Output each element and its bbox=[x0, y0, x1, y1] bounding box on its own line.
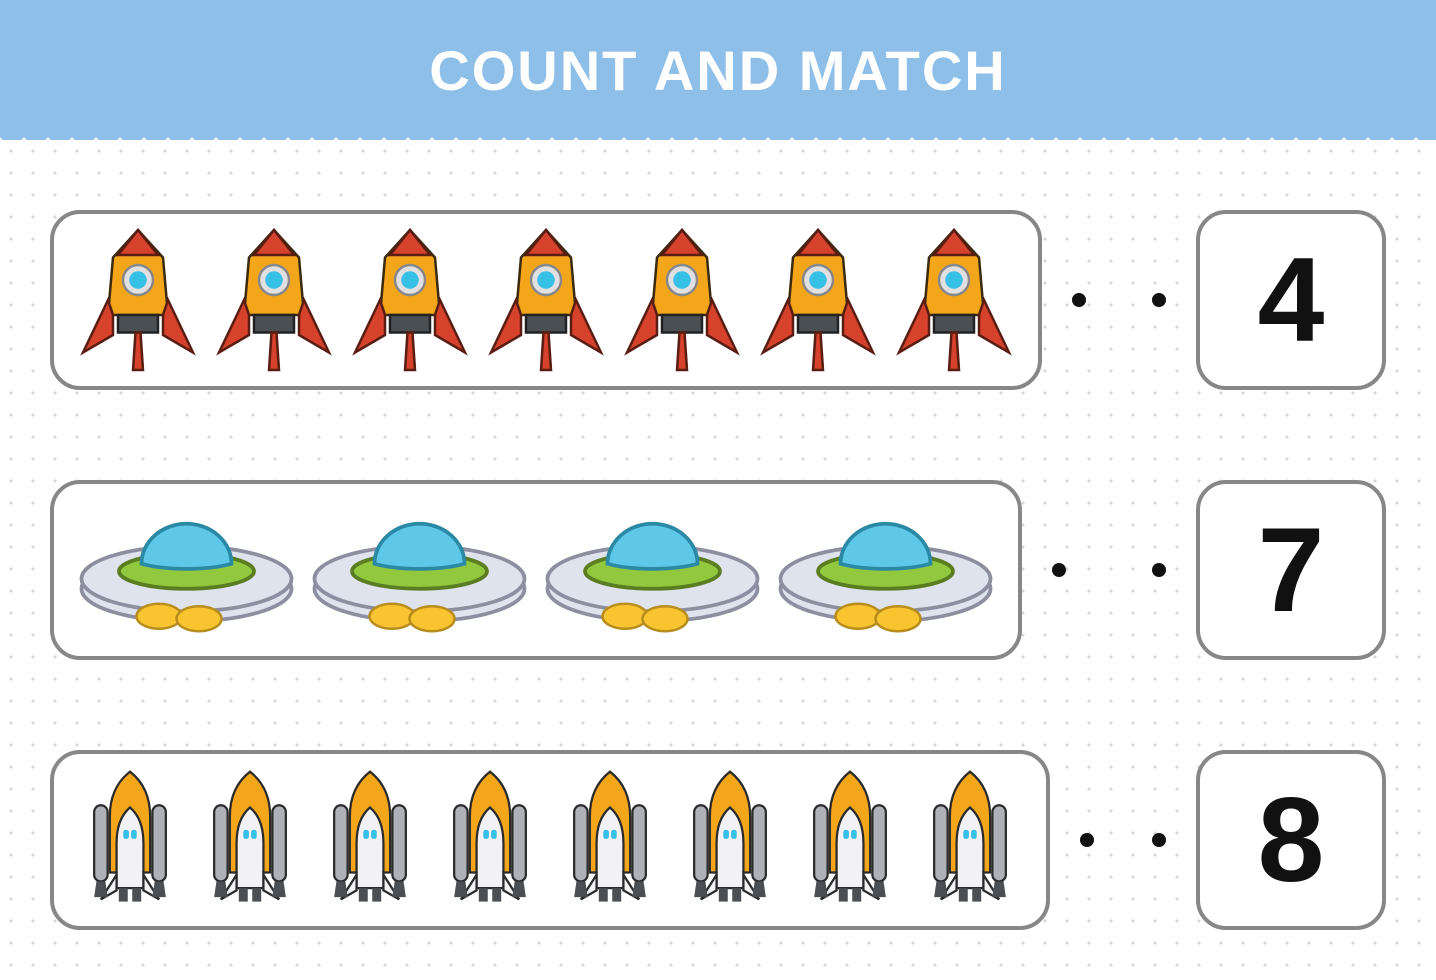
match-dot-left-icon bbox=[1072, 293, 1086, 307]
shuttle-icon bbox=[674, 765, 786, 915]
rocket-icon bbox=[346, 225, 474, 375]
shuttle-icon bbox=[914, 765, 1026, 915]
header-banner: COUNT AND MATCH bbox=[0, 0, 1436, 140]
number-value: 7 bbox=[1258, 501, 1325, 639]
rocket-icon bbox=[754, 225, 882, 375]
match-dot-left-icon bbox=[1080, 833, 1094, 847]
shuttle-icon bbox=[434, 765, 546, 915]
rocket-icon bbox=[890, 225, 1018, 375]
number-box-2[interactable]: 7 bbox=[1196, 480, 1386, 660]
number-value: 8 bbox=[1258, 771, 1325, 909]
ufo-icon bbox=[773, 500, 998, 640]
item-box-shuttles bbox=[50, 750, 1050, 930]
ufo-icon bbox=[540, 500, 765, 640]
number-box-1[interactable]: 4 bbox=[1196, 210, 1386, 390]
match-dot-right-icon bbox=[1152, 563, 1166, 577]
match-dot-right-icon bbox=[1152, 833, 1166, 847]
number-box-3[interactable]: 8 bbox=[1196, 750, 1386, 930]
rocket-icon bbox=[618, 225, 746, 375]
ufo-icon bbox=[74, 500, 299, 640]
match-dot-left-icon bbox=[1052, 563, 1066, 577]
shuttle-icon bbox=[194, 765, 306, 915]
match-gap-3[interactable] bbox=[1050, 833, 1196, 847]
row-1: 4 bbox=[50, 200, 1386, 400]
item-box-ufos bbox=[50, 480, 1022, 660]
rocket-icon bbox=[482, 225, 610, 375]
match-dot-right-icon bbox=[1152, 293, 1166, 307]
shuttle-icon bbox=[314, 765, 426, 915]
match-gap-2[interactable] bbox=[1022, 563, 1196, 577]
rocket-icon bbox=[74, 225, 202, 375]
ufo-icon bbox=[307, 500, 532, 640]
page-title: COUNT AND MATCH bbox=[429, 38, 1006, 103]
rocket-icon bbox=[210, 225, 338, 375]
row-2: 7 bbox=[50, 470, 1386, 670]
shuttle-icon bbox=[74, 765, 186, 915]
shuttle-icon bbox=[794, 765, 906, 915]
shuttle-icon bbox=[554, 765, 666, 915]
number-value: 4 bbox=[1258, 231, 1325, 369]
row-3: 8 bbox=[50, 740, 1386, 940]
item-box-rockets bbox=[50, 210, 1042, 390]
worksheet-area: 4 7 bbox=[0, 140, 1436, 980]
match-gap-1[interactable] bbox=[1042, 293, 1196, 307]
